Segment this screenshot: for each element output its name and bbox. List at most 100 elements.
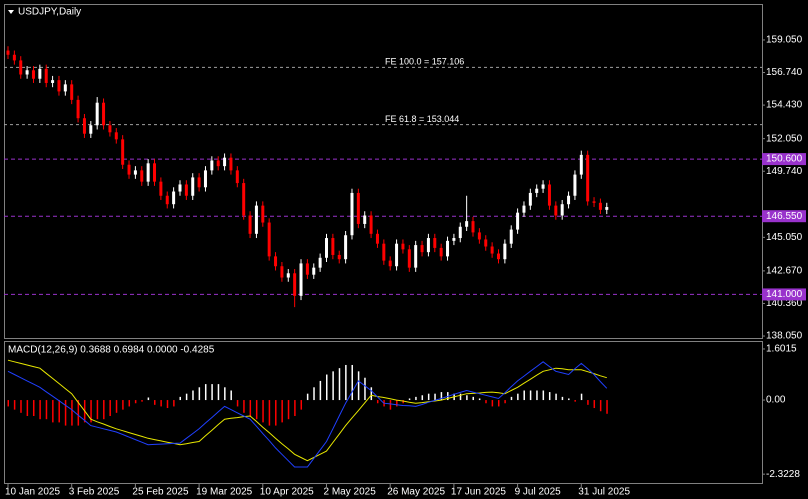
histogram-bar bbox=[523, 390, 525, 401]
candle-body bbox=[382, 243, 386, 261]
histogram-bar bbox=[122, 400, 124, 410]
candle-body bbox=[592, 201, 596, 203]
histogram-bar bbox=[134, 400, 137, 404]
histogram-bar bbox=[154, 400, 156, 405]
candle-body bbox=[395, 243, 399, 267]
candle-body bbox=[293, 273, 297, 296]
histogram-bar bbox=[345, 364, 347, 401]
candle-body bbox=[586, 154, 590, 202]
candle-body bbox=[267, 222, 271, 257]
histogram-bar bbox=[64, 400, 67, 426]
candle-body bbox=[567, 195, 571, 205]
candle-body bbox=[471, 221, 475, 233]
signal-line bbox=[7, 359, 607, 462]
histogram-bar bbox=[357, 371, 360, 401]
histogram-bar bbox=[606, 400, 608, 414]
y-tick-label: 145.050 bbox=[766, 232, 803, 243]
histogram-bar bbox=[20, 400, 22, 413]
histogram-bar bbox=[160, 400, 162, 407]
candle-body bbox=[344, 235, 348, 260]
candle-body bbox=[280, 266, 284, 278]
candle-body bbox=[191, 177, 195, 196]
histogram-bar bbox=[147, 397, 150, 401]
candle-body bbox=[38, 68, 42, 79]
candle-body bbox=[248, 215, 252, 234]
histogram-bar bbox=[491, 400, 494, 407]
histogram-bar bbox=[7, 400, 9, 407]
candle-body bbox=[133, 170, 137, 175]
histogram-bar bbox=[440, 392, 443, 401]
y-tick-label: 152.050 bbox=[766, 133, 803, 144]
histogram-bar bbox=[370, 387, 373, 401]
candle-body bbox=[407, 249, 411, 268]
y-tick-label: 0.00 bbox=[766, 395, 786, 406]
x-tick-label: 10 Jan 2025 bbox=[5, 487, 60, 498]
candle-body bbox=[509, 229, 513, 244]
y-tick-label: 138.050 bbox=[766, 331, 803, 342]
histogram-bar bbox=[466, 395, 468, 401]
x-tick-label: 31 Jul 2025 bbox=[578, 487, 630, 498]
candle-body bbox=[6, 50, 10, 55]
histogram-bar bbox=[351, 364, 353, 401]
candle-body bbox=[535, 188, 539, 193]
histogram-bar bbox=[485, 400, 487, 404]
candle-body bbox=[401, 243, 405, 250]
histogram-bar bbox=[587, 400, 589, 405]
histogram-bar bbox=[185, 393, 188, 401]
histogram-bar bbox=[599, 400, 602, 412]
x-tick-label: 17 Jun 2025 bbox=[451, 487, 506, 498]
candle-body bbox=[375, 233, 379, 244]
histogram-bar bbox=[275, 400, 277, 426]
candle-body bbox=[172, 191, 176, 205]
histogram-bar bbox=[26, 400, 29, 417]
candle-body bbox=[146, 163, 150, 182]
histogram-bar bbox=[478, 398, 481, 401]
candle-body bbox=[369, 215, 373, 234]
histogram-bar bbox=[287, 400, 290, 420]
x-tick-label: 26 May 2025 bbox=[387, 487, 445, 498]
candle-body bbox=[114, 132, 118, 140]
histogram-bar bbox=[166, 400, 169, 409]
price-level-label: 146.550 bbox=[766, 211, 803, 222]
price-level-tag bbox=[762, 210, 806, 223]
histogram-bar bbox=[204, 384, 207, 401]
y-tick-label: 142.670 bbox=[766, 266, 803, 277]
histogram-bar bbox=[338, 368, 341, 401]
histogram-bar bbox=[542, 390, 545, 401]
histogram-bar bbox=[376, 400, 379, 404]
histogram-bar bbox=[96, 400, 99, 420]
candle-body bbox=[420, 245, 424, 253]
candle-body bbox=[579, 154, 583, 175]
candle-body bbox=[203, 170, 207, 188]
histogram-bar bbox=[434, 393, 436, 401]
candle-body bbox=[102, 102, 106, 126]
histogram-bar bbox=[115, 400, 118, 413]
histogram-bar bbox=[236, 400, 239, 407]
histogram-bar bbox=[510, 396, 513, 401]
y-tick-label: 149.740 bbox=[766, 166, 803, 177]
candle-body bbox=[439, 247, 443, 257]
candle-body bbox=[452, 238, 456, 241]
histogram-bar bbox=[459, 393, 462, 401]
candle-body bbox=[89, 125, 93, 134]
histogram-bar bbox=[90, 400, 92, 423]
candle-body bbox=[95, 102, 99, 126]
histogram-bar bbox=[389, 400, 392, 410]
candle-body bbox=[286, 273, 290, 278]
menu-arrow[interactable] bbox=[8, 10, 14, 14]
histogram-bar bbox=[319, 380, 322, 401]
histogram-bar bbox=[472, 396, 475, 401]
histogram-bar bbox=[402, 400, 404, 404]
candle-body bbox=[254, 205, 258, 234]
histogram-bar bbox=[192, 390, 194, 401]
candle-body bbox=[503, 243, 507, 260]
histogram-bar bbox=[326, 374, 328, 401]
histogram-bar bbox=[580, 393, 583, 401]
candle-body bbox=[216, 160, 220, 167]
histogram-bar bbox=[249, 400, 252, 417]
y-tick-label: -2.3228 bbox=[766, 469, 800, 480]
histogram-bar bbox=[224, 387, 226, 401]
candle-body bbox=[598, 202, 602, 210]
